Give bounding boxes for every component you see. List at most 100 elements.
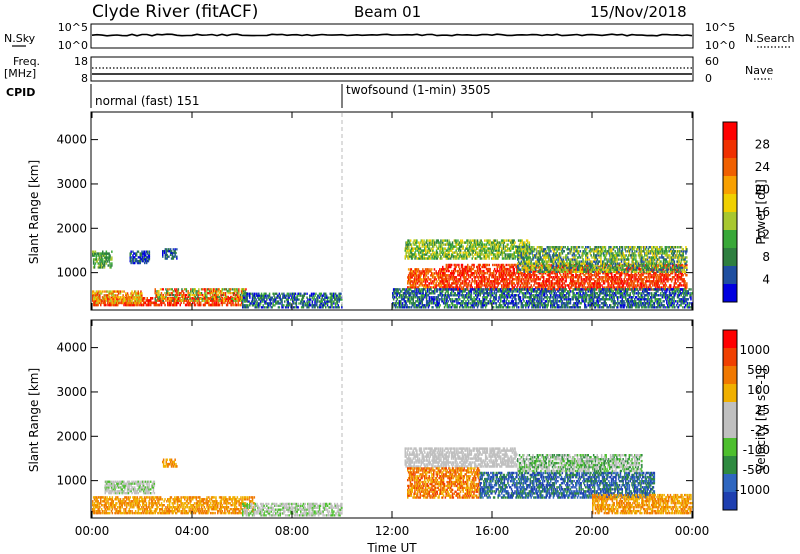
power-cell xyxy=(453,263,456,267)
power-cell xyxy=(97,292,99,295)
power-cell xyxy=(580,267,583,271)
power-cell xyxy=(569,282,571,285)
power-cell xyxy=(686,286,688,289)
power-cell xyxy=(485,245,488,248)
power-cell xyxy=(412,255,414,258)
power-cell xyxy=(102,252,104,255)
power-cell xyxy=(138,303,140,307)
power-cell xyxy=(685,286,687,289)
power-cell xyxy=(606,272,608,275)
power-cell xyxy=(517,246,520,249)
power-cell xyxy=(677,263,679,267)
power-cell xyxy=(172,290,174,293)
power-cell xyxy=(457,272,459,275)
power-cell xyxy=(167,303,169,307)
power-cell xyxy=(673,276,676,279)
power-cell xyxy=(617,272,619,275)
power-cell xyxy=(212,299,214,302)
power-cell xyxy=(175,299,177,302)
power-cell xyxy=(407,280,410,283)
power-cell xyxy=(442,239,444,242)
power-cell xyxy=(140,301,142,305)
power-cell xyxy=(172,299,174,302)
power-cell xyxy=(630,276,633,279)
power-cell xyxy=(634,267,636,271)
power-cell xyxy=(440,270,443,273)
power-cell xyxy=(145,258,147,261)
power-cell xyxy=(426,284,429,287)
power-cell xyxy=(662,269,664,273)
power-cell xyxy=(518,274,520,277)
power-cell xyxy=(578,284,581,287)
power-cell xyxy=(559,280,561,283)
power-cell xyxy=(542,284,544,287)
power-cell xyxy=(263,300,265,303)
power-cell xyxy=(111,262,113,265)
power-cell xyxy=(655,284,658,287)
power-cell xyxy=(418,243,421,246)
power-cell xyxy=(444,255,447,258)
power-cell xyxy=(417,280,420,283)
power-cell xyxy=(415,268,418,271)
power-cell xyxy=(574,284,576,287)
power-cell xyxy=(639,276,642,279)
power-cell xyxy=(223,288,226,291)
power-cell xyxy=(450,282,453,285)
power-cell xyxy=(134,261,136,265)
power-cell xyxy=(605,274,608,277)
power-cell xyxy=(557,282,559,285)
power-cell xyxy=(496,269,498,273)
power-cell xyxy=(633,280,635,283)
power-cell xyxy=(108,260,110,263)
power-cell xyxy=(538,254,540,257)
power-cell xyxy=(535,286,538,289)
power-cell xyxy=(553,269,556,273)
power-cell xyxy=(495,282,498,285)
power-cell xyxy=(651,282,653,285)
power-cell xyxy=(284,294,286,297)
power-cell xyxy=(419,255,422,258)
power-cell xyxy=(292,296,295,299)
power-cell xyxy=(515,272,517,275)
power-cell xyxy=(139,256,141,259)
power-cell xyxy=(528,286,531,289)
power-cell xyxy=(443,282,446,285)
power-cell xyxy=(443,247,446,250)
power-cell xyxy=(202,295,204,299)
power-cell xyxy=(447,253,449,256)
power-cell xyxy=(449,247,451,250)
power-cell xyxy=(279,294,281,297)
power-cell xyxy=(431,268,433,271)
power-cell xyxy=(198,292,200,295)
power-cell xyxy=(586,276,588,279)
power-cell xyxy=(110,298,113,301)
power-cell xyxy=(437,274,439,277)
power-cell xyxy=(679,263,682,267)
power-cell xyxy=(478,263,481,267)
power-cell xyxy=(619,274,622,277)
power-cell xyxy=(573,263,575,267)
power-cell xyxy=(330,302,332,305)
power-cell xyxy=(641,278,643,281)
power-cell xyxy=(267,294,270,297)
power-cell xyxy=(317,294,319,297)
power-cell xyxy=(244,304,247,307)
power-cell xyxy=(410,284,413,287)
power-cell xyxy=(409,284,412,287)
power-cell xyxy=(462,288,465,291)
power-cell xyxy=(665,284,667,287)
power-cell xyxy=(451,286,454,289)
power-cell xyxy=(467,276,470,279)
power-cell xyxy=(582,286,584,289)
power-cell xyxy=(432,286,435,289)
power-cell xyxy=(252,296,255,299)
power-cell xyxy=(100,262,102,265)
power-cell xyxy=(660,286,662,289)
power-cell xyxy=(641,282,643,285)
power-cell xyxy=(570,272,573,275)
power-cell xyxy=(485,257,488,260)
power-cell xyxy=(448,286,450,289)
power-cell xyxy=(209,292,212,295)
power-cell xyxy=(295,300,298,303)
power-cell xyxy=(409,243,412,246)
